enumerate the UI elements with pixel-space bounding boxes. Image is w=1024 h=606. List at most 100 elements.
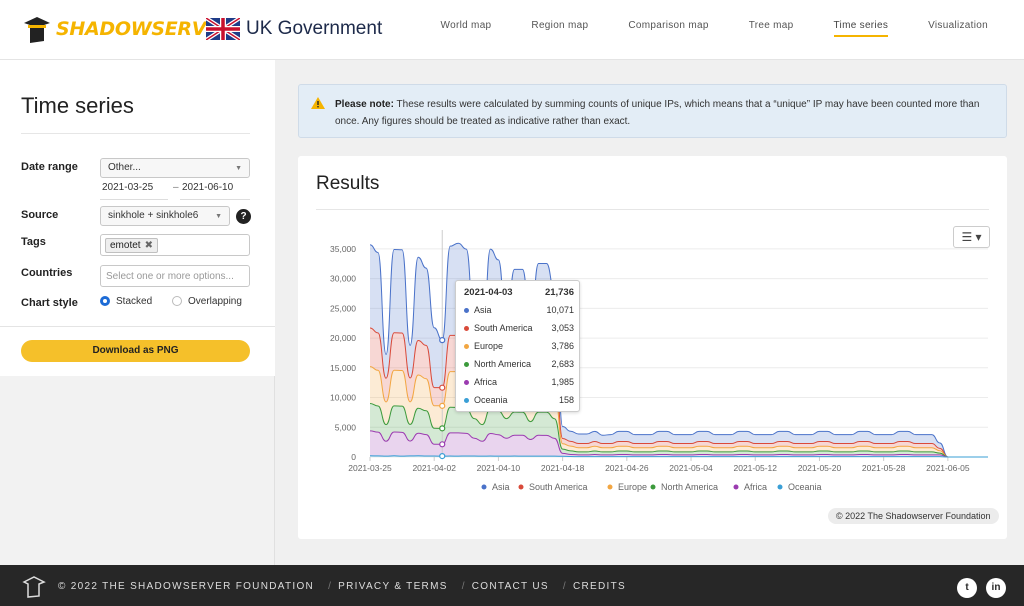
- overlapping-label[interactable]: Overlapping: [188, 296, 242, 307]
- divider: [21, 133, 250, 134]
- remove-tag-icon[interactable]: ✖: [144, 240, 153, 251]
- legend-label: Oceania: [788, 482, 822, 492]
- tooltip-row: North America 2,683: [464, 359, 574, 377]
- tooltip-row-name: Asia: [474, 305, 492, 315]
- x-tick-label: 2021-03-25: [348, 463, 392, 473]
- hover-marker: [439, 425, 446, 432]
- uk-government-logo[interactable]: UK Government: [206, 18, 382, 40]
- line-oceania: [369, 455, 988, 458]
- footer-separator: /: [562, 581, 567, 592]
- source-value: sinkhole + sinkhole6: [108, 210, 199, 221]
- north-america-dot-icon: [464, 362, 469, 367]
- tooltip-row-value: 10,071: [546, 305, 574, 315]
- legend-marker: [607, 484, 613, 490]
- tooltip-row: Africa 1,985: [464, 377, 574, 395]
- nav-world-map[interactable]: World map: [440, 20, 492, 31]
- stacked-label[interactable]: Stacked: [116, 296, 153, 307]
- union-jack-icon: [206, 18, 240, 40]
- shadowserver-footer-logo-icon[interactable]: [22, 574, 46, 598]
- shadowserver-logo[interactable]: SHADOWSERVER: [22, 10, 233, 48]
- tooltip-row: Oceania 158: [464, 395, 574, 413]
- chart-credit: © 2022 The Shadowserver Foundation: [828, 508, 999, 524]
- tooltip-row-name: Oceania: [474, 395, 508, 405]
- countries-input[interactable]: Select one or more options...: [100, 265, 250, 287]
- hover-marker: [439, 441, 446, 448]
- tags-input[interactable]: emotet ✖: [100, 234, 250, 256]
- y-tick-label: 0: [351, 452, 356, 462]
- footer: © 2022 THE SHADOWSERVER FOUNDATION / PRIVA…: [0, 565, 1024, 606]
- tag-label: emotet: [110, 240, 141, 251]
- x-tick-label: 2021-05-12: [734, 463, 778, 473]
- help-icon[interactable]: ?: [236, 209, 251, 224]
- overlapping-radio[interactable]: [172, 296, 182, 306]
- tooltip-row: South America 3,053: [464, 323, 574, 341]
- tooltip-date: 2021-04-03: [464, 287, 513, 298]
- nav-region-map[interactable]: Region map: [531, 20, 589, 31]
- footer-separator: /: [461, 581, 466, 592]
- divider: [0, 326, 275, 327]
- twitter-icon[interactable]: t: [957, 578, 977, 598]
- footer-credits-link[interactable]: CREDITS: [572, 581, 626, 592]
- south-america-dot-icon: [464, 326, 469, 331]
- note-text: Please note: These results were calculat…: [335, 96, 995, 130]
- nav-time-series[interactable]: Time series: [833, 20, 889, 37]
- nav-tree-map[interactable]: Tree map: [748, 20, 794, 31]
- legend-label: Asia: [492, 482, 510, 492]
- footer-privacy-link[interactable]: PRIVACY & TERMS: [338, 581, 448, 592]
- europe-dot-icon: [464, 344, 469, 349]
- nav-comparison-map[interactable]: Comparison map: [628, 20, 709, 31]
- date-range-label: Date range: [21, 161, 78, 173]
- legend-marker: [650, 484, 656, 490]
- y-tick-label: 35,000: [330, 244, 356, 254]
- tooltip-total: 21,736: [544, 287, 574, 298]
- tags-label: Tags: [21, 236, 46, 248]
- filter-panel: Time series Date range Other... ▼ 2021-0…: [0, 60, 275, 376]
- y-tick-label: 20,000: [330, 333, 356, 343]
- nav-visualization[interactable]: Visualization: [928, 20, 988, 31]
- area-north-america: [370, 403, 988, 457]
- x-tick-label: 2021-05-20: [798, 463, 842, 473]
- asia-dot-icon: [464, 308, 469, 313]
- info-note: Please note: These results were calculat…: [298, 84, 1007, 138]
- x-tick-label: 2021-05-28: [862, 463, 906, 473]
- area-africa: [370, 430, 988, 457]
- chart-style-label: Chart style: [21, 297, 78, 309]
- date-start-input[interactable]: 2021-03-25: [100, 182, 168, 200]
- legend-marker: [733, 484, 739, 490]
- page-title: Time series: [21, 93, 134, 118]
- stacked-radio[interactable]: [100, 296, 110, 306]
- africa-dot-icon: [464, 380, 469, 385]
- results-title: Results: [316, 173, 380, 194]
- line-north-america: [369, 402, 988, 458]
- tooltip-header: 2021-04-03 21,736: [464, 287, 574, 298]
- note-bold: Please note:: [335, 99, 394, 110]
- legend-marker: [777, 484, 783, 490]
- chart-menu-button[interactable]: ☰ ▾: [953, 226, 990, 248]
- y-tick-label: 5,000: [335, 422, 357, 432]
- footer-links: © 2022 THE SHADOWSERVER FOUNDATION / PRIVA…: [58, 581, 632, 592]
- logo-text: SHADOWSERVER: [56, 18, 234, 40]
- chevron-down-icon: ▼: [215, 213, 222, 220]
- date-range-select[interactable]: Other... ▼: [100, 158, 250, 178]
- tooltip-row-value: 2,683: [551, 359, 574, 369]
- x-tick-label: 2021-04-02: [412, 463, 456, 473]
- tooltip-row-name: South America: [474, 323, 533, 333]
- hover-marker: [439, 402, 446, 409]
- footer-copyright: © 2022 THE SHADOWSERVER FOUNDATION: [58, 581, 315, 592]
- download-png-button[interactable]: Download as PNG: [21, 340, 250, 362]
- divider: [316, 209, 989, 210]
- legend-marker: [518, 484, 524, 490]
- source-select[interactable]: sinkhole + sinkhole6 ▼: [100, 206, 230, 226]
- linkedin-icon[interactable]: in: [986, 578, 1006, 598]
- legend-label: North America: [661, 482, 718, 492]
- oceania-dot-icon: [464, 398, 469, 403]
- chart-tooltip: 2021-04-03 21,736 Asia 10,071 South Ameri…: [455, 280, 580, 412]
- date-separator: –: [173, 182, 179, 193]
- hover-marker: [439, 337, 446, 344]
- tooltip-row-value: 158: [558, 395, 574, 405]
- tooltip-row-value: 1,985: [551, 377, 574, 387]
- footer-contact-link[interactable]: CONTACT US: [471, 581, 549, 592]
- tag-chip: emotet ✖: [105, 238, 158, 253]
- date-range-value: Other...: [108, 162, 141, 173]
- date-end-input[interactable]: 2021-06-10: [180, 182, 250, 200]
